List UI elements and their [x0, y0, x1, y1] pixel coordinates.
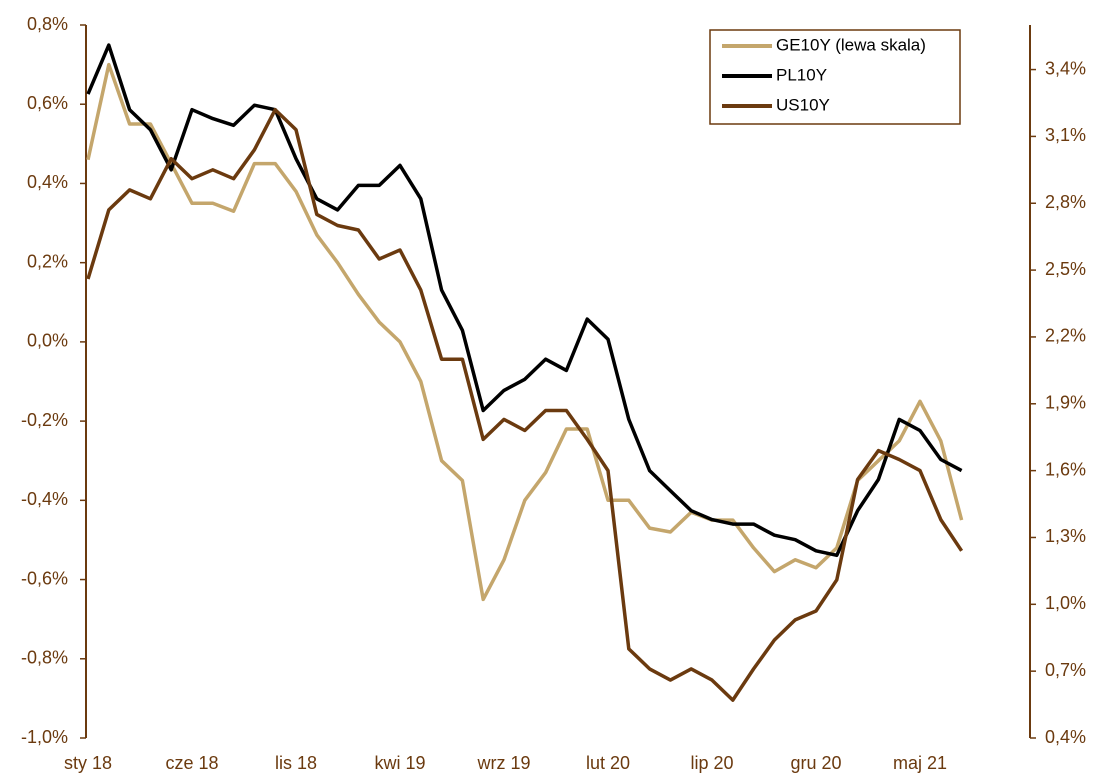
y2-tick-label: 1,9%	[1045, 393, 1086, 413]
x-tick-label: lip 20	[690, 753, 733, 773]
y-tick-label: 0,6%	[27, 93, 68, 113]
legend-label: US10Y	[776, 95, 830, 114]
y2-tick-label: 2,5%	[1045, 259, 1086, 279]
legend-label: PL10Y	[776, 65, 827, 84]
y-tick-label: 0,2%	[27, 251, 68, 271]
legend-label: GE10Y (lewa skala)	[776, 35, 926, 54]
x-tick-label: lis 18	[275, 753, 317, 773]
legend: GE10Y (lewa skala) PL10Y US10Y	[709, 29, 961, 125]
y2-tick-label: 3,1%	[1045, 125, 1086, 145]
x-tick-label: sty 18	[64, 753, 112, 773]
x-tick-label: cze 18	[165, 753, 218, 773]
y-tick-label: -0,4%	[21, 489, 68, 509]
y-tick-label: -0,2%	[21, 410, 68, 430]
y-tick-label: 0,8%	[27, 14, 68, 34]
series-line	[86, 62, 964, 602]
y-tick-label: -0,8%	[21, 648, 68, 668]
plot-area	[86, 43, 964, 702]
y2-tick-label: 3,4%	[1045, 58, 1086, 78]
series-line	[86, 43, 963, 558]
x-tick-label: kwi 19	[374, 753, 425, 773]
x-tick-label: lut 20	[586, 753, 630, 773]
y2-tick-label: 1,6%	[1045, 459, 1086, 479]
y2-tick-label: 0,4%	[1045, 727, 1086, 747]
y2-tick-label: 1,3%	[1045, 526, 1086, 546]
y-tick-label: 0,4%	[27, 172, 68, 192]
series-line	[86, 107, 964, 702]
y-tick-label: 0,0%	[27, 331, 68, 351]
y-tick-label: -1,0%	[21, 727, 68, 747]
y2-tick-label: 2,2%	[1045, 326, 1086, 346]
y2-tick-label: 2,8%	[1045, 192, 1086, 212]
y2-tick-label: 0,7%	[1045, 660, 1086, 680]
x-tick-label: gru 20	[790, 753, 841, 773]
x-tick-label: maj 21	[893, 753, 947, 773]
y2-tick-label: 1,0%	[1045, 593, 1086, 613]
x-tick-label: wrz 19	[476, 753, 530, 773]
y-tick-label: -0,6%	[21, 568, 68, 588]
